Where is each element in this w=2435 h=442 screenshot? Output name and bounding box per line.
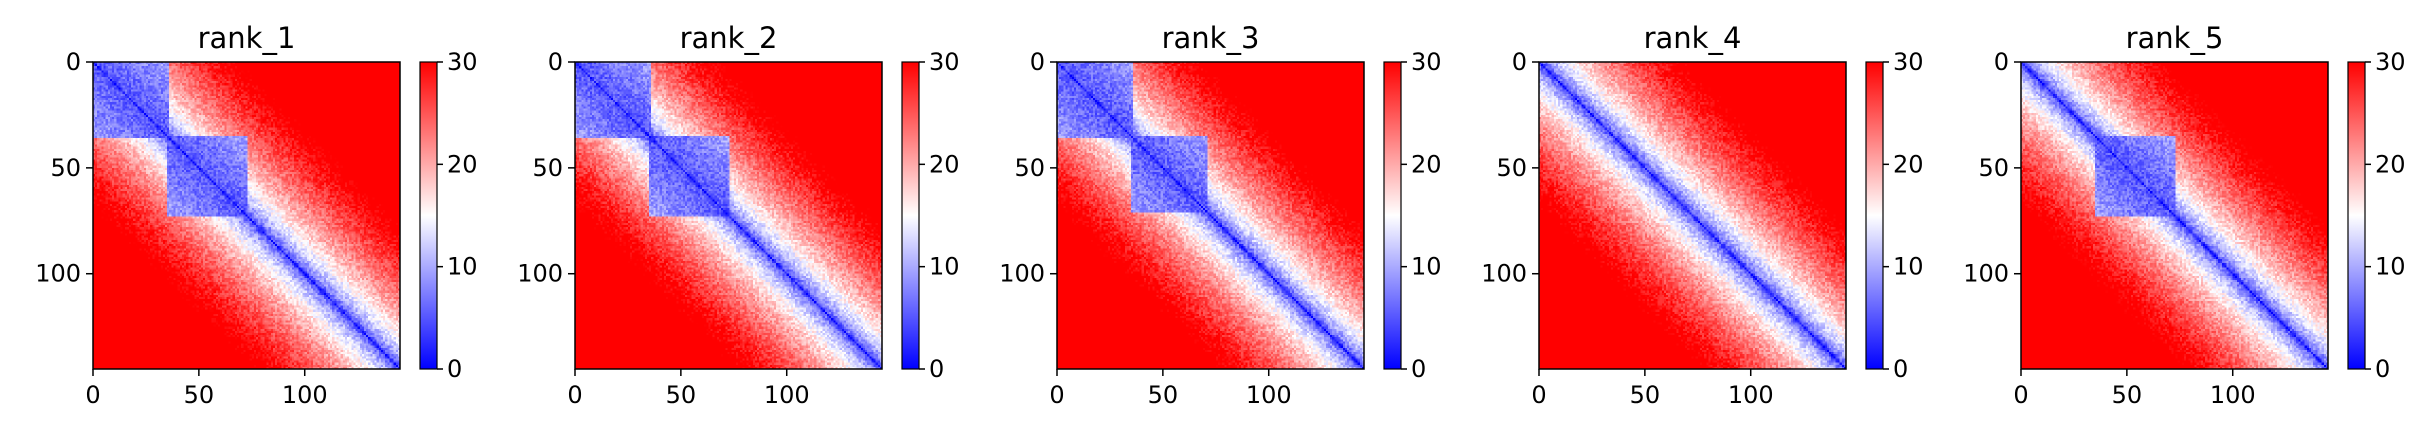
y-tick-label: 50 — [1978, 154, 2009, 182]
y-tick-label: 50 — [532, 154, 563, 182]
heatmap-panel: rank_4 0 50 100 0 50 100 0 10 20 30 — [1481, 21, 1923, 409]
x-tick-label: 50 — [2112, 381, 2143, 409]
y-tick-label: 50 — [1496, 154, 1527, 182]
heatmap-panel: rank_5 0 50 100 0 50 100 0 10 20 30 — [1963, 21, 2405, 409]
heatmap-panel: rank_2 0 50 100 0 50 100 0 10 20 30 — [517, 21, 959, 409]
heatmap-image — [2021, 62, 2328, 369]
colorbar-tick-label: 20 — [1893, 150, 1924, 178]
colorbar-tick-label: 30 — [2375, 48, 2406, 76]
heatmap-image — [575, 62, 882, 369]
axes-frame — [92, 61, 401, 370]
colorbar-tick-label: 30 — [929, 48, 960, 76]
x-tick-label: 100 — [2210, 381, 2256, 409]
x-tick-label: 0 — [2013, 381, 2028, 409]
colorbar-tick-label: 30 — [1893, 48, 1924, 76]
panel-title: rank_2 — [680, 21, 778, 55]
y-tick-label: 100 — [517, 260, 563, 288]
x-tick-label: 50 — [184, 381, 215, 409]
y-tick-label: 50 — [1014, 154, 1045, 182]
colorbar — [1865, 61, 1884, 370]
heatmap-image — [93, 62, 400, 369]
colorbar-tick-label: 30 — [447, 48, 478, 76]
y-tick-label: 0 — [1512, 48, 1527, 76]
y-tick-label: 0 — [1994, 48, 2009, 76]
axes-frame — [1056, 61, 1365, 370]
colorbar-tick-label: 0 — [1893, 355, 1908, 383]
colorbar-tick-label: 20 — [1411, 150, 1442, 178]
heatmap-image — [1539, 62, 1846, 369]
colorbar-tick-label: 30 — [1411, 48, 1442, 76]
x-tick-label: 50 — [666, 381, 697, 409]
x-tick-label: 100 — [764, 381, 810, 409]
x-tick-label: 100 — [1246, 381, 1292, 409]
panel-title: rank_5 — [2126, 21, 2224, 55]
colorbar-tick-label: 0 — [2375, 355, 2390, 383]
heatmap-image — [1057, 62, 1364, 369]
panel-title: rank_3 — [1162, 21, 1260, 55]
colorbar-tick-label: 20 — [447, 150, 478, 178]
x-tick-label: 0 — [85, 381, 100, 409]
axes-frame — [2020, 61, 2329, 370]
y-tick-label: 0 — [1030, 48, 1045, 76]
colorbar-tick-label: 10 — [1893, 253, 1924, 281]
axes-frame — [574, 61, 883, 370]
colorbar — [2347, 61, 2366, 370]
y-tick-label: 0 — [548, 48, 563, 76]
x-tick-label: 0 — [1049, 381, 1064, 409]
colorbar — [901, 61, 920, 370]
axes-frame — [1538, 61, 1847, 370]
y-tick-label: 100 — [1963, 260, 2009, 288]
x-tick-label: 50 — [1148, 381, 1179, 409]
x-tick-label: 100 — [1728, 381, 1774, 409]
colorbar-tick-label: 10 — [447, 253, 478, 281]
colorbar-tick-label: 20 — [929, 150, 960, 178]
colorbar-tick-label: 10 — [1411, 253, 1442, 281]
colorbar-tick-label: 0 — [447, 355, 462, 383]
panel-title: rank_4 — [1644, 21, 1742, 55]
heatmap-panel: rank_3 0 50 100 0 50 100 0 10 20 30 — [999, 21, 1441, 409]
x-tick-label: 0 — [1531, 381, 1546, 409]
y-tick-label: 0 — [66, 48, 81, 76]
colorbar-tick-label: 10 — [2375, 253, 2406, 281]
x-tick-label: 0 — [567, 381, 582, 409]
panel-title: rank_1 — [198, 21, 296, 55]
heatmap-panel: rank_1 0 50 100 0 50 100 0 10 20 30 — [35, 21, 477, 409]
y-tick-label: 100 — [1481, 260, 1527, 288]
y-tick-label: 50 — [50, 154, 81, 182]
colorbar-tick-label: 20 — [2375, 150, 2406, 178]
y-tick-label: 100 — [999, 260, 1045, 288]
x-tick-label: 50 — [1630, 381, 1661, 409]
colorbar — [419, 61, 438, 370]
y-tick-label: 100 — [35, 260, 81, 288]
x-tick-label: 100 — [282, 381, 328, 409]
colorbar-tick-label: 0 — [929, 355, 944, 383]
colorbar-tick-label: 0 — [1411, 355, 1426, 383]
colorbar — [1383, 61, 1402, 370]
colorbar-tick-label: 10 — [929, 253, 960, 281]
